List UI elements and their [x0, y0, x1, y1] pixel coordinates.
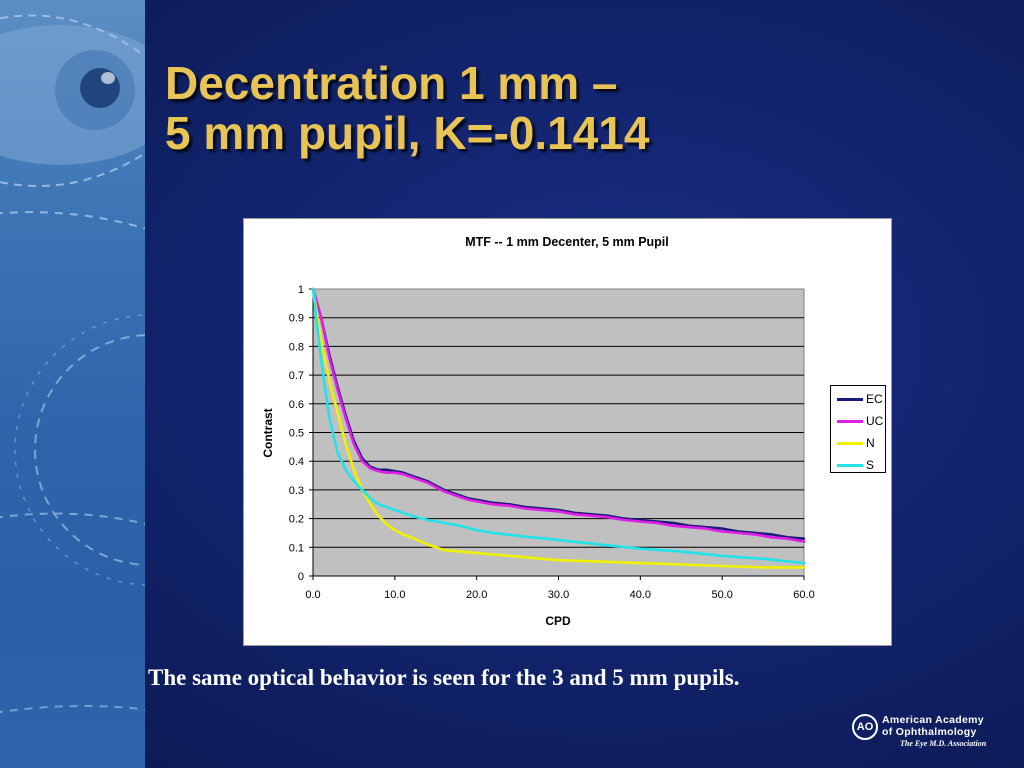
aao-logo-icon: AO: [852, 714, 878, 740]
logo-tagline: The Eye M.D. Association: [900, 739, 987, 748]
y-tick-label-5: 0.5: [289, 428, 304, 440]
legend-item-s: S: [835, 456, 885, 474]
legend-label-s: S: [866, 458, 875, 472]
mtf-chart: MTF -- 1 mm Decenter, 5 mm Pupil 0 0.1 0.2…: [243, 218, 892, 646]
x-tick-label-1: 10.0: [384, 589, 405, 601]
legend-label-uc: UC: [866, 414, 884, 428]
slide-title-line-2: 5 mm pupil, K=-0.1414: [165, 107, 650, 159]
x-tick-label-4: 40.0: [630, 589, 651, 601]
legend-label-ec: EC: [866, 392, 883, 406]
x-tick-label-2: 20.0: [466, 589, 487, 601]
y-tick-label-7: 0.7: [289, 370, 304, 382]
y-tick-label-0: 0: [298, 571, 304, 583]
y-tick-label-6: 0.6: [289, 399, 304, 411]
chart-title: MTF -- 1 mm Decenter, 5 mm Pupil: [465, 235, 669, 249]
y-tick-label-3: 0.3: [289, 485, 304, 497]
x-tick-label-0: 0.0: [305, 589, 320, 601]
eye-decoration-icon: [0, 14, 145, 713]
y-tick-label-8: 0.8: [289, 341, 304, 353]
y-axis-label: Contrast: [261, 408, 275, 457]
chart-legend: EC UC N S: [830, 385, 886, 473]
plot-area: 00.10.20.30.40.50.60.70.80.910.0 10.0 20.0…: [289, 284, 815, 601]
x-axis-label: CPD: [545, 614, 571, 628]
series-line-uc: [311, 287, 806, 543]
x-tick-label-6: 60.0: [793, 589, 814, 601]
slide-title: Decentration 1 mm – 5 mm pupil, K=-0.141…: [165, 58, 649, 158]
y-tick-label-4: 0.4: [289, 456, 304, 468]
logo-org-name: American Academy of Ophthalmology: [882, 714, 984, 738]
series-line-ec: [311, 287, 806, 541]
y-tick-label-10: 1: [298, 284, 304, 296]
y-tick-label-1: 0.1: [289, 542, 304, 554]
x-tick-label-3: 30.0: [548, 589, 569, 601]
legend-label-n: N: [866, 436, 875, 450]
y-tick-label-2: 0.2: [289, 514, 304, 526]
legend-item-ec: EC: [835, 390, 885, 408]
x-tick-label-5: 50.0: [711, 589, 732, 601]
legend-swatch-s: [837, 464, 863, 467]
chart-canvas: MTF -- 1 mm Decenter, 5 mm Pupil 0 0.1 0.2…: [261, 235, 815, 628]
slide-title-line-1: Decentration 1 mm –: [165, 57, 618, 109]
series-line-s: [311, 287, 806, 565]
legend-swatch-n: [837, 442, 863, 445]
legend-item-n: N: [835, 434, 885, 452]
legend-swatch-ec: [837, 398, 863, 401]
series-line-n: [311, 287, 806, 569]
legend-swatch-uc: [837, 420, 863, 423]
logo-name-line-2: of Ophthalmology: [882, 726, 977, 738]
slide-caption: The same optical behavior is seen for th…: [148, 665, 740, 690]
eye-graphic-band: [0, 0, 145, 768]
aao-logo: AO American Academy of Ophthalmology The…: [852, 712, 1002, 752]
legend-item-uc: UC: [835, 412, 885, 430]
y-tick-label-9: 0.9: [289, 313, 304, 325]
logo-name-line-1: American Academy: [882, 714, 984, 726]
